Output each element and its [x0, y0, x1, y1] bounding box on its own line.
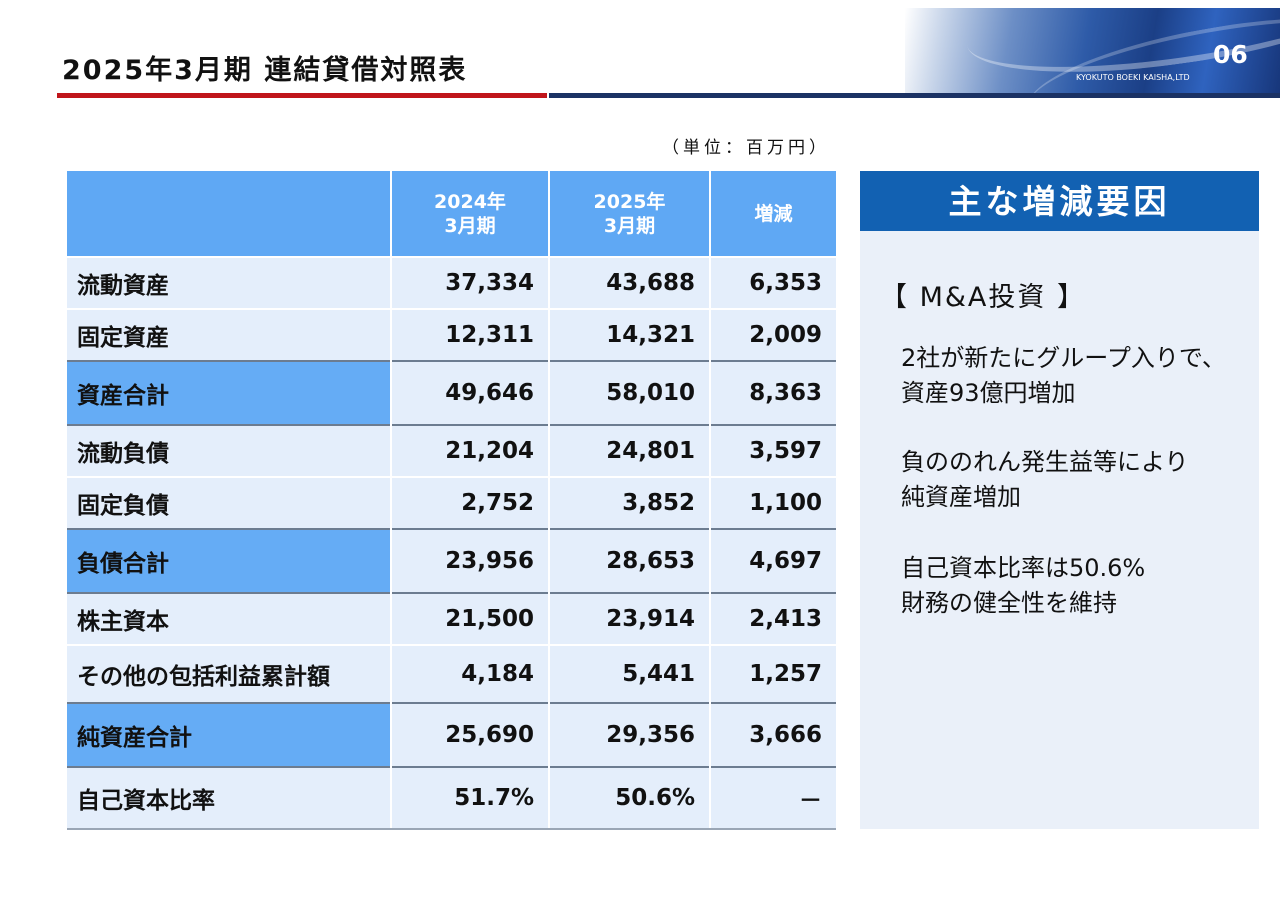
key-factors-subtitle: 【 M&A投資 】 [880, 282, 1086, 313]
col-header-fy2025: 2025年 3月期 [549, 171, 711, 257]
row-label: 固定資産 [67, 308, 392, 361]
cell-change: 3,666 [710, 702, 836, 767]
key-factors-title: 主な増減要因 [860, 171, 1259, 231]
header-banner [905, 8, 1280, 93]
cell-fy2025: 5,441 [549, 644, 711, 703]
balance-sheet-table: 2024年 3月期 2025年 3月期 増減 流動資産 37,334 43,68… [67, 171, 836, 830]
table-row-total: 資産合計 49,646 58,010 8,363 [67, 360, 836, 425]
cell-change: － [710, 766, 836, 830]
cell-change: 3,597 [710, 424, 836, 477]
row-label: 純資産合計 [67, 702, 392, 767]
table-header-row: 2024年 3月期 2025年 3月期 増減 [67, 171, 836, 257]
row-label: 負債合計 [67, 528, 392, 593]
table-row: 固定負債 2,752 3,852 1,100 [67, 476, 836, 529]
col-header-fy2024-label: 2024年 3月期 [434, 190, 506, 237]
table-row: 自己資本比率 51.7% 50.6% － [67, 766, 836, 830]
key-factor-line: 純資産増加 [901, 483, 1021, 511]
cell-change: 2,009 [710, 308, 836, 361]
company-name: KYOKUTO BOEKI KAISHA,LTD [1076, 73, 1190, 82]
key-factor-line: 2社が新たにグループ入りで、 [901, 344, 1226, 372]
cell-fy2025: 14,321 [549, 308, 711, 361]
cell-change: 1,100 [710, 476, 836, 529]
table-row-total: 純資産合計 25,690 29,356 3,666 [67, 702, 836, 767]
cell-fy2024: 51.7% [391, 766, 550, 830]
key-factors-panel: 主な増減要因 【 M&A投資 】 2社が新たにグループ入りで、 資産93億円増加… [860, 171, 1259, 829]
row-label: 流動資産 [67, 256, 392, 309]
title-underline-navy [549, 93, 1280, 98]
key-factor-point: 負ののれん発生益等により 純資産増加 [901, 445, 1189, 515]
page-number: 06 [1213, 40, 1248, 69]
row-label: 流動負債 [67, 424, 392, 477]
row-label: 資産合計 [67, 360, 392, 425]
cell-fy2024: 21,500 [391, 592, 550, 645]
cell-fy2024: 49,646 [391, 360, 550, 425]
table-row: その他の包括利益累計額 4,184 5,441 1,257 [67, 644, 836, 703]
cell-fy2025: 24,801 [549, 424, 711, 477]
row-label: 株主資本 [67, 592, 392, 645]
key-factor-point: 2社が新たにグループ入りで、 資産93億円増加 [901, 341, 1226, 411]
page-title: 2025年3月期 連結貸借対照表 [62, 55, 468, 86]
cell-change: 2,413 [710, 592, 836, 645]
cell-change: 4,697 [710, 528, 836, 593]
cell-fy2025: 43,688 [549, 256, 711, 309]
table-row: 流動資産 37,334 43,688 6,353 [67, 256, 836, 309]
col-header-change: 増減 [710, 171, 836, 257]
key-factor-point: 自己資本比率は50.6% 財務の健全性を維持 [901, 551, 1145, 621]
cell-change: 1,257 [710, 644, 836, 703]
cell-fy2025: 28,653 [549, 528, 711, 593]
cell-fy2024: 37,334 [391, 256, 550, 309]
cell-fy2025: 3,852 [549, 476, 711, 529]
cell-fy2024: 4,184 [391, 644, 550, 703]
cell-fy2025: 58,010 [549, 360, 711, 425]
row-label: 固定負債 [67, 476, 392, 529]
table-row-total: 負債合計 23,956 28,653 4,697 [67, 528, 836, 593]
col-header-change-label: 増減 [754, 202, 793, 225]
col-header-item [67, 171, 392, 257]
key-factor-line: 資産93億円増加 [901, 379, 1076, 407]
cell-fy2025: 50.6% [549, 766, 711, 830]
cell-change: 6,353 [710, 256, 836, 309]
cell-change: 8,363 [710, 360, 836, 425]
cell-fy2025: 23,914 [549, 592, 711, 645]
col-header-fy2024: 2024年 3月期 [391, 171, 550, 257]
key-factor-line: 財務の健全性を維持 [901, 589, 1117, 617]
key-factor-line: 負ののれん発生益等により [901, 448, 1189, 476]
cell-fy2024: 2,752 [391, 476, 550, 529]
table-row: 流動負債 21,204 24,801 3,597 [67, 424, 836, 477]
table-row: 株主資本 21,500 23,914 2,413 [67, 592, 836, 645]
cell-fy2025: 29,356 [549, 702, 711, 767]
table-row: 固定資産 12,311 14,321 2,009 [67, 308, 836, 361]
cell-fy2024: 12,311 [391, 308, 550, 361]
row-label: 自己資本比率 [67, 766, 392, 830]
cell-fy2024: 25,690 [391, 702, 550, 767]
row-label: その他の包括利益累計額 [67, 644, 392, 703]
unit-label: （単位：百万円） [662, 138, 830, 158]
cell-fy2024: 21,204 [391, 424, 550, 477]
cell-fy2024: 23,956 [391, 528, 550, 593]
key-factor-line: 自己資本比率は50.6% [901, 554, 1146, 582]
title-underline-red [57, 93, 547, 98]
col-header-fy2025-label: 2025年 3月期 [593, 190, 666, 237]
